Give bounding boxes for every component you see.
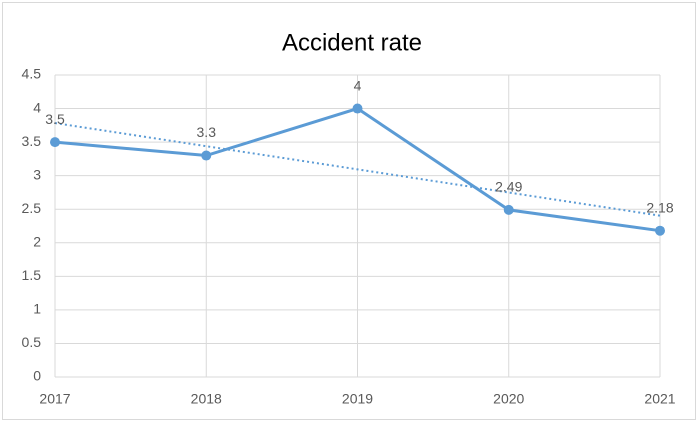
data-label: 3.5: [45, 111, 65, 127]
y-tick-label: 4: [33, 99, 41, 115]
data-point: [655, 225, 665, 236]
data-label: 3.3: [197, 124, 217, 140]
y-tick-label: 3: [33, 166, 41, 182]
x-tick-label: 2018: [191, 391, 222, 407]
chart-title: Accident rate: [282, 29, 422, 56]
x-tick-label: 2019: [342, 391, 373, 407]
x-tick-label: 2017: [39, 391, 70, 407]
y-tick-label: 0.5: [22, 334, 42, 350]
y-tick-label: 2.5: [22, 200, 42, 216]
data-label: 4: [354, 77, 362, 93]
data-label: 2.49: [495, 179, 522, 195]
y-tick-label: 1.5: [22, 267, 42, 283]
x-tick-label: 2021: [644, 391, 675, 407]
y-tick-label: 0: [33, 368, 41, 384]
y-tick-label: 1: [33, 301, 41, 317]
y-tick-label: 3.5: [22, 133, 42, 149]
y-tick-label: 2: [33, 233, 41, 249]
data-point: [50, 137, 60, 148]
y-tick-label: 4.5: [22, 66, 42, 82]
data-label: 2.18: [646, 199, 673, 215]
x-tick-label: 2020: [493, 391, 524, 407]
data-point: [352, 103, 363, 114]
trendline: [54, 122, 661, 217]
data-point: [503, 204, 514, 215]
data-point: [201, 150, 212, 161]
